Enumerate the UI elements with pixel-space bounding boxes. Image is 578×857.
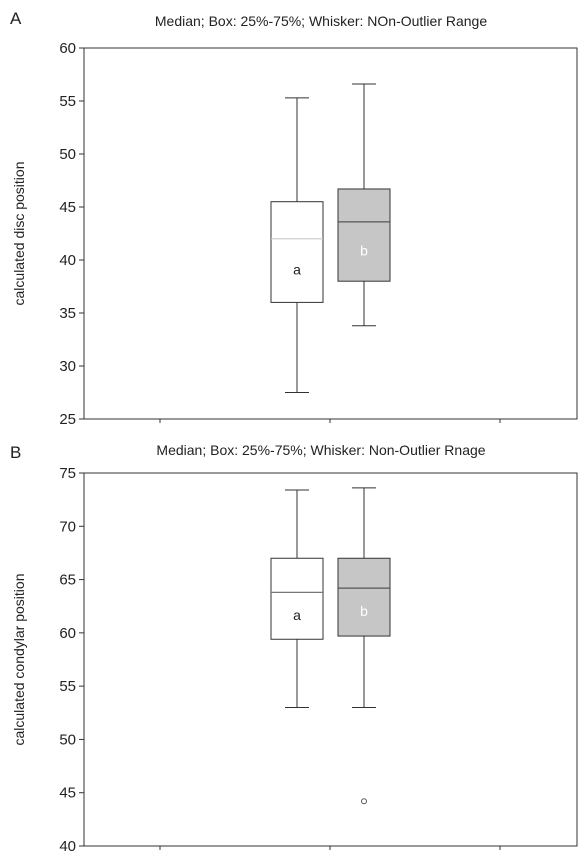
box-b: b <box>337 83 391 327</box>
iqr-box <box>270 201 324 303</box>
box-b: b <box>337 487 391 805</box>
y-tick-label: 50 <box>59 146 76 163</box>
y-tick-label: 75 <box>59 465 76 482</box>
y-tick-label: 40 <box>59 838 76 852</box>
plot-frame <box>83 47 578 420</box>
outlier-point <box>361 798 367 805</box>
panel-a: A Median; Box: 25%-75%; Whisker: NOn-Outl… <box>10 9 578 428</box>
panel-b: B Median; Box: 25%-75%; Whisker: Non-Outl… <box>10 442 578 855</box>
y-tick-label: 55 <box>59 678 76 695</box>
iqr-box <box>270 557 324 640</box>
y-tick-label: 30 <box>59 358 76 375</box>
y-tick-label: 55 <box>59 93 76 110</box>
y-tick-label: 25 <box>59 411 76 428</box>
chart-title: Median; Box: 25%-75%; Whisker: NOn-Outli… <box>155 13 487 29</box>
iqr-box <box>337 188 391 282</box>
y-tick-label: 50 <box>59 731 76 748</box>
panel-letter: A <box>10 9 22 28</box>
y-axis-label: calculated disc position <box>11 162 27 306</box>
y-tick-label: 40 <box>59 252 76 269</box>
box-label: a <box>293 262 301 278</box>
y-tick-label: 60 <box>59 625 76 642</box>
y-tick-label: 65 <box>59 572 76 589</box>
plot-frame <box>83 472 578 847</box>
box-a: a <box>270 489 324 708</box>
box-label: b <box>360 603 368 619</box>
y-tick-label: 35 <box>59 305 76 322</box>
iqr-box <box>337 557 391 637</box>
y-tick-label: 60 <box>59 40 76 57</box>
box-label: b <box>360 243 368 259</box>
box-a: a <box>270 97 324 393</box>
chart-title: Median; Box: 25%-75%; Whisker: Non-Outli… <box>156 442 485 458</box>
y-tick-label: 45 <box>59 199 76 216</box>
y-axis-label: calculated condylar position <box>11 574 27 746</box>
y-tick-label: 70 <box>59 518 76 535</box>
box-label: a <box>293 607 301 623</box>
panel-letter: B <box>10 443 21 462</box>
y-tick-label: 45 <box>59 785 76 802</box>
